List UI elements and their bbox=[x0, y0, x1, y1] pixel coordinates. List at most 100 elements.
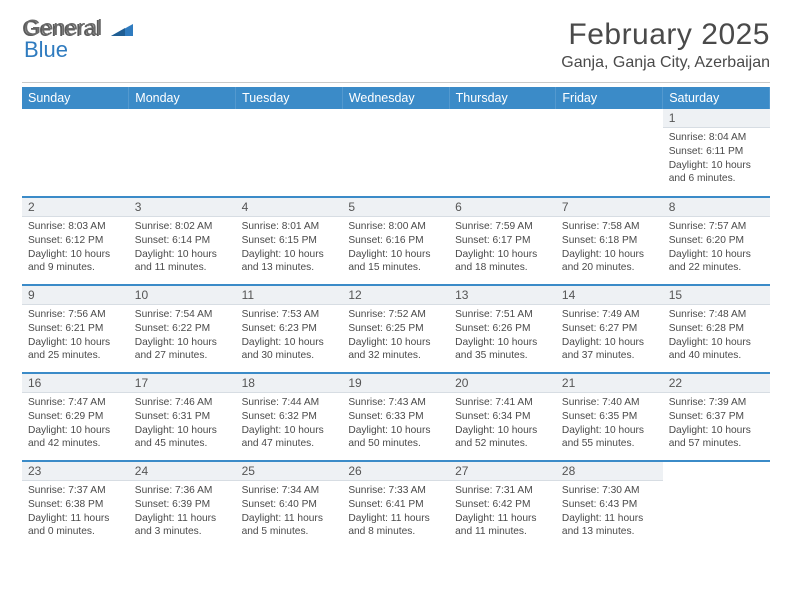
calendar-cell: 7Sunrise: 7:58 AMSunset: 6:18 PMDaylight… bbox=[556, 197, 663, 285]
day-details: Sunrise: 7:51 AMSunset: 6:26 PMDaylight:… bbox=[449, 305, 556, 367]
day-details: Sunrise: 7:33 AMSunset: 6:41 PMDaylight:… bbox=[342, 481, 449, 543]
weekday-header: Saturday bbox=[663, 87, 770, 109]
month-title: February 2025 bbox=[561, 18, 770, 52]
calendar-cell bbox=[556, 109, 663, 197]
day-details: Sunrise: 7:37 AMSunset: 6:38 PMDaylight:… bbox=[22, 481, 129, 543]
calendar-cell bbox=[449, 109, 556, 197]
day-number: 21 bbox=[556, 374, 663, 393]
day-details: Sunrise: 8:01 AMSunset: 6:15 PMDaylight:… bbox=[236, 217, 343, 279]
logo-triangle-icon bbox=[111, 19, 133, 40]
calendar-row: 16Sunrise: 7:47 AMSunset: 6:29 PMDayligh… bbox=[22, 373, 770, 461]
calendar-cell: 5Sunrise: 8:00 AMSunset: 6:16 PMDaylight… bbox=[342, 197, 449, 285]
calendar-cell bbox=[22, 109, 129, 197]
day-details: Sunrise: 7:40 AMSunset: 6:35 PMDaylight:… bbox=[556, 393, 663, 455]
day-number: 17 bbox=[129, 374, 236, 393]
calendar-cell: 11Sunrise: 7:53 AMSunset: 6:23 PMDayligh… bbox=[236, 285, 343, 373]
day-details: Sunrise: 8:00 AMSunset: 6:16 PMDaylight:… bbox=[342, 217, 449, 279]
day-details: Sunrise: 7:34 AMSunset: 6:40 PMDaylight:… bbox=[236, 481, 343, 543]
calendar-cell bbox=[236, 109, 343, 197]
calendar-cell: 20Sunrise: 7:41 AMSunset: 6:34 PMDayligh… bbox=[449, 373, 556, 461]
day-details: Sunrise: 7:36 AMSunset: 6:39 PMDaylight:… bbox=[129, 481, 236, 543]
day-number: 19 bbox=[342, 374, 449, 393]
calendar-cell: 6Sunrise: 7:59 AMSunset: 6:17 PMDaylight… bbox=[449, 197, 556, 285]
day-details: Sunrise: 7:53 AMSunset: 6:23 PMDaylight:… bbox=[236, 305, 343, 367]
day-number: 1 bbox=[663, 109, 770, 128]
day-number: 2 bbox=[22, 198, 129, 217]
day-number: 4 bbox=[236, 198, 343, 217]
calendar-cell: 9Sunrise: 7:56 AMSunset: 6:21 PMDaylight… bbox=[22, 285, 129, 373]
day-details: Sunrise: 7:57 AMSunset: 6:20 PMDaylight:… bbox=[663, 217, 770, 279]
day-number: 3 bbox=[129, 198, 236, 217]
calendar-cell: 12Sunrise: 7:52 AMSunset: 6:25 PMDayligh… bbox=[342, 285, 449, 373]
location: Ganja, Ganja City, Azerbaijan bbox=[561, 54, 770, 72]
day-details: Sunrise: 7:54 AMSunset: 6:22 PMDaylight:… bbox=[129, 305, 236, 367]
weekday-header: Tuesday bbox=[236, 87, 343, 109]
calendar-cell: 26Sunrise: 7:33 AMSunset: 6:41 PMDayligh… bbox=[342, 461, 449, 549]
day-details: Sunrise: 7:41 AMSunset: 6:34 PMDaylight:… bbox=[449, 393, 556, 455]
day-details: Sunrise: 7:39 AMSunset: 6:37 PMDaylight:… bbox=[663, 393, 770, 455]
calendar-cell: 19Sunrise: 7:43 AMSunset: 6:33 PMDayligh… bbox=[342, 373, 449, 461]
day-details: Sunrise: 7:49 AMSunset: 6:27 PMDaylight:… bbox=[556, 305, 663, 367]
day-number: 28 bbox=[556, 462, 663, 481]
day-number: 8 bbox=[663, 198, 770, 217]
day-details: Sunrise: 7:56 AMSunset: 6:21 PMDaylight:… bbox=[22, 305, 129, 367]
day-details: Sunrise: 8:03 AMSunset: 6:12 PMDaylight:… bbox=[22, 217, 129, 279]
header-divider bbox=[22, 82, 770, 83]
calendar-cell: 25Sunrise: 7:34 AMSunset: 6:40 PMDayligh… bbox=[236, 461, 343, 549]
day-number: 24 bbox=[129, 462, 236, 481]
day-number: 11 bbox=[236, 286, 343, 305]
day-details: Sunrise: 7:31 AMSunset: 6:42 PMDaylight:… bbox=[449, 481, 556, 543]
day-number: 5 bbox=[342, 198, 449, 217]
calendar-cell: 3Sunrise: 8:02 AMSunset: 6:14 PMDaylight… bbox=[129, 197, 236, 285]
weekday-header: Friday bbox=[556, 87, 663, 109]
calendar-body: 1Sunrise: 8:04 AMSunset: 6:11 PMDaylight… bbox=[22, 109, 770, 549]
day-details: Sunrise: 7:52 AMSunset: 6:25 PMDaylight:… bbox=[342, 305, 449, 367]
day-details: Sunrise: 7:59 AMSunset: 6:17 PMDaylight:… bbox=[449, 217, 556, 279]
day-details: Sunrise: 7:43 AMSunset: 6:33 PMDaylight:… bbox=[342, 393, 449, 455]
weekday-header-row: SundayMondayTuesdayWednesdayThursdayFrid… bbox=[22, 87, 770, 109]
day-details: Sunrise: 7:47 AMSunset: 6:29 PMDaylight:… bbox=[22, 393, 129, 455]
calendar-row: 1Sunrise: 8:04 AMSunset: 6:11 PMDaylight… bbox=[22, 109, 770, 197]
day-number: 16 bbox=[22, 374, 129, 393]
day-number: 23 bbox=[22, 462, 129, 481]
day-number: 14 bbox=[556, 286, 663, 305]
weekday-header: Thursday bbox=[449, 87, 556, 109]
day-details: Sunrise: 7:30 AMSunset: 6:43 PMDaylight:… bbox=[556, 481, 663, 543]
calendar-table: SundayMondayTuesdayWednesdayThursdayFrid… bbox=[22, 87, 770, 549]
day-details: Sunrise: 7:58 AMSunset: 6:18 PMDaylight:… bbox=[556, 217, 663, 279]
calendar-cell: 17Sunrise: 7:46 AMSunset: 6:31 PMDayligh… bbox=[129, 373, 236, 461]
day-number: 25 bbox=[236, 462, 343, 481]
calendar-cell: 2Sunrise: 8:03 AMSunset: 6:12 PMDaylight… bbox=[22, 197, 129, 285]
day-number: 15 bbox=[663, 286, 770, 305]
calendar-cell: 23Sunrise: 7:37 AMSunset: 6:38 PMDayligh… bbox=[22, 461, 129, 549]
weekday-header: Sunday bbox=[22, 87, 129, 109]
day-details: Sunrise: 7:46 AMSunset: 6:31 PMDaylight:… bbox=[129, 393, 236, 455]
calendar-cell: 14Sunrise: 7:49 AMSunset: 6:27 PMDayligh… bbox=[556, 285, 663, 373]
calendar-cell bbox=[129, 109, 236, 197]
calendar-cell: 13Sunrise: 7:51 AMSunset: 6:26 PMDayligh… bbox=[449, 285, 556, 373]
calendar-cell: 16Sunrise: 7:47 AMSunset: 6:29 PMDayligh… bbox=[22, 373, 129, 461]
calendar-cell: 1Sunrise: 8:04 AMSunset: 6:11 PMDaylight… bbox=[663, 109, 770, 197]
day-number: 10 bbox=[129, 286, 236, 305]
calendar-cell: 4Sunrise: 8:01 AMSunset: 6:15 PMDaylight… bbox=[236, 197, 343, 285]
day-number: 18 bbox=[236, 374, 343, 393]
day-number: 6 bbox=[449, 198, 556, 217]
logo-line2: Blue bbox=[24, 37, 68, 62]
calendar-cell bbox=[342, 109, 449, 197]
day-number: 13 bbox=[449, 286, 556, 305]
calendar-cell: 15Sunrise: 7:48 AMSunset: 6:28 PMDayligh… bbox=[663, 285, 770, 373]
weekday-header: Wednesday bbox=[342, 87, 449, 109]
calendar-cell: 28Sunrise: 7:30 AMSunset: 6:43 PMDayligh… bbox=[556, 461, 663, 549]
day-details: Sunrise: 8:02 AMSunset: 6:14 PMDaylight:… bbox=[129, 217, 236, 279]
calendar-row: 2Sunrise: 8:03 AMSunset: 6:12 PMDaylight… bbox=[22, 197, 770, 285]
day-details: Sunrise: 8:04 AMSunset: 6:11 PMDaylight:… bbox=[663, 128, 770, 190]
header: General February 2025 Ganja, Ganja City,… bbox=[22, 18, 770, 72]
calendar-cell: 18Sunrise: 7:44 AMSunset: 6:32 PMDayligh… bbox=[236, 373, 343, 461]
calendar-cell: 21Sunrise: 7:40 AMSunset: 6:35 PMDayligh… bbox=[556, 373, 663, 461]
day-number: 26 bbox=[342, 462, 449, 481]
calendar-row: 23Sunrise: 7:37 AMSunset: 6:38 PMDayligh… bbox=[22, 461, 770, 549]
calendar-cell: 10Sunrise: 7:54 AMSunset: 6:22 PMDayligh… bbox=[129, 285, 236, 373]
day-number: 12 bbox=[342, 286, 449, 305]
logo-block: General Blue bbox=[24, 18, 133, 61]
day-number: 20 bbox=[449, 374, 556, 393]
